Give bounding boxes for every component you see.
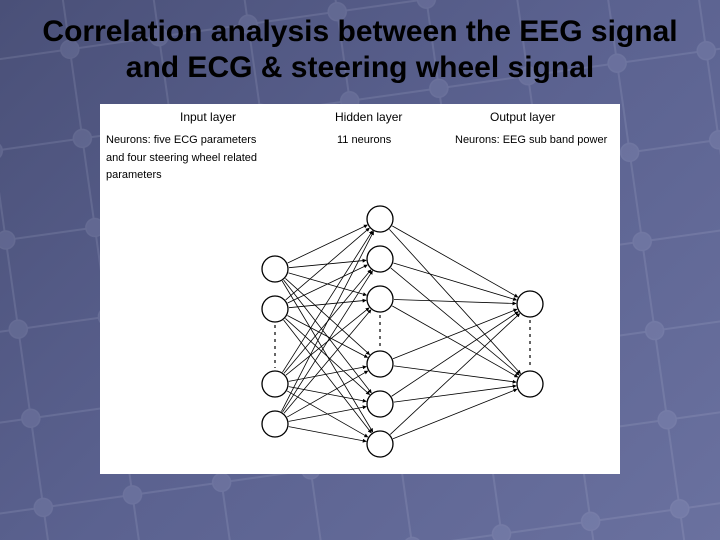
network-svg bbox=[100, 104, 620, 474]
connections-group bbox=[281, 225, 520, 441]
page-title: Correlation analysis between the EEG sig… bbox=[0, 0, 720, 96]
network-diagram: Input layer Hidden layer Output layer Ne… bbox=[100, 104, 620, 474]
